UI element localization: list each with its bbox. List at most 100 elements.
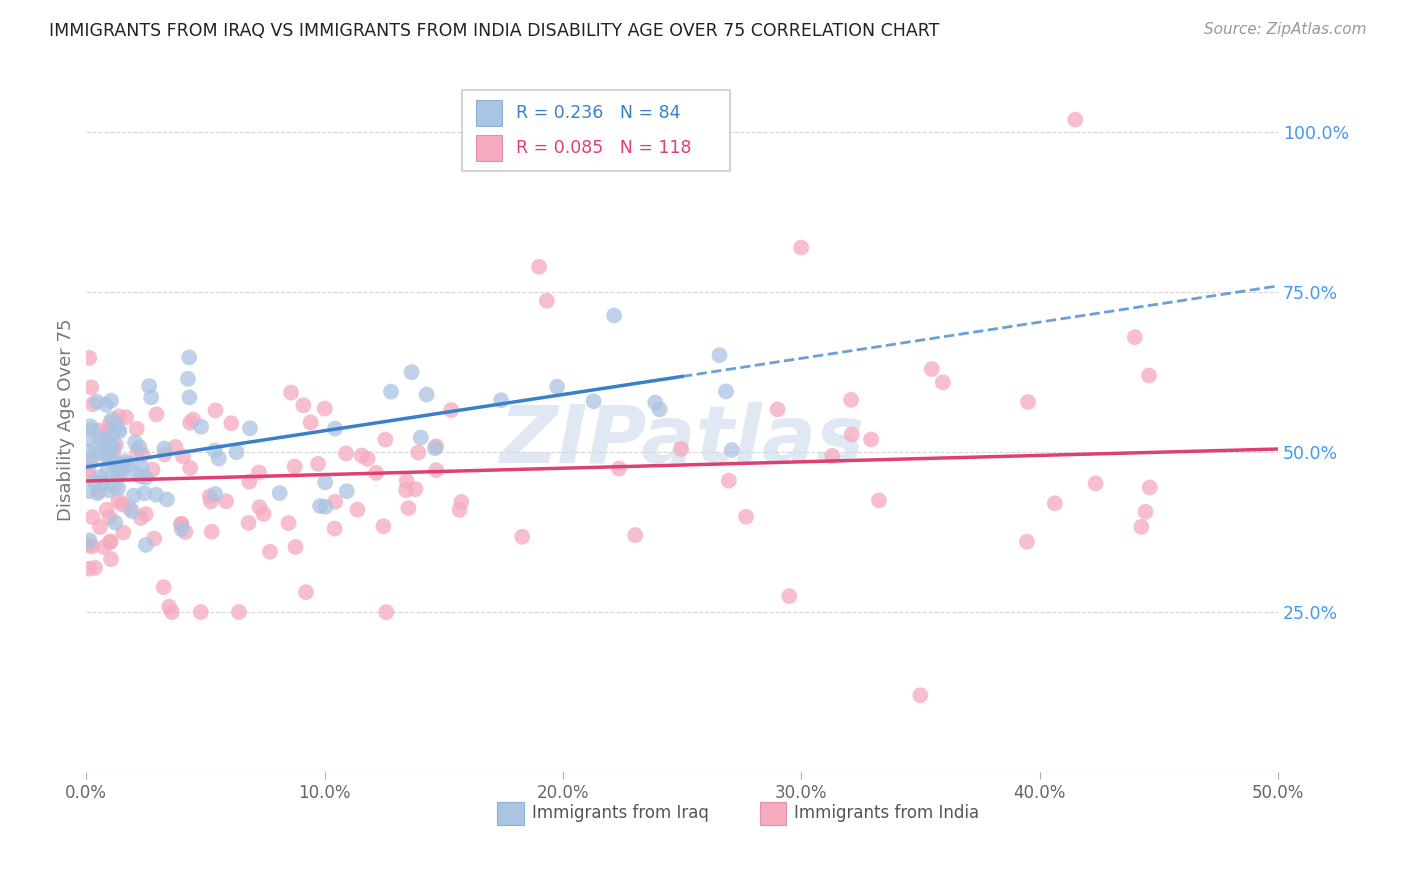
Point xyxy=(89,424,111,438)
Point xyxy=(127,443,149,458)
Point xyxy=(82,397,104,411)
Point xyxy=(200,494,222,508)
Point xyxy=(77,468,100,483)
Point xyxy=(98,450,121,465)
Point xyxy=(323,522,346,536)
Point xyxy=(228,605,250,619)
Point xyxy=(374,433,396,447)
Point xyxy=(284,459,307,474)
Point xyxy=(1043,496,1066,510)
Point xyxy=(406,445,429,459)
Point xyxy=(104,438,127,452)
Point xyxy=(170,516,193,531)
Point xyxy=(98,483,121,498)
Point xyxy=(118,501,141,516)
Point xyxy=(440,403,463,417)
Point xyxy=(790,241,813,255)
Point xyxy=(323,421,346,435)
Point xyxy=(669,442,692,456)
Point xyxy=(79,533,101,548)
Point xyxy=(259,545,281,559)
Point xyxy=(314,475,336,490)
Point xyxy=(536,293,558,308)
Point xyxy=(1130,520,1153,534)
Point xyxy=(107,423,129,437)
Point xyxy=(79,419,101,434)
Point xyxy=(89,431,111,445)
Point xyxy=(80,451,103,466)
Point xyxy=(323,494,346,508)
Point xyxy=(299,416,322,430)
Point xyxy=(98,510,121,524)
Point xyxy=(77,483,100,498)
Point xyxy=(100,552,122,566)
Point xyxy=(153,442,176,456)
Point xyxy=(395,483,418,498)
Point xyxy=(425,439,447,453)
Point xyxy=(156,492,179,507)
Point xyxy=(87,484,110,499)
Point xyxy=(129,469,152,483)
Point xyxy=(364,466,387,480)
Point xyxy=(415,387,437,401)
Point xyxy=(97,422,120,436)
Point xyxy=(111,467,134,481)
Point xyxy=(346,502,368,516)
Point xyxy=(152,580,174,594)
Point xyxy=(77,562,100,576)
Point xyxy=(1015,534,1038,549)
Point xyxy=(395,474,418,488)
Point xyxy=(77,538,100,552)
Text: R = 0.236   N = 84: R = 0.236 N = 84 xyxy=(516,104,681,122)
Point xyxy=(204,403,226,417)
Point xyxy=(103,445,125,459)
Point xyxy=(603,309,626,323)
Point xyxy=(82,423,104,437)
Point xyxy=(121,504,143,518)
Point xyxy=(284,540,307,554)
Point xyxy=(98,416,121,430)
Point xyxy=(450,495,472,509)
Point xyxy=(204,487,226,501)
Y-axis label: Disability Age Over 75: Disability Age Over 75 xyxy=(58,319,75,522)
Point xyxy=(101,412,124,426)
Point xyxy=(118,457,141,471)
Point xyxy=(108,425,131,439)
Point xyxy=(100,534,122,549)
Point xyxy=(292,398,315,412)
Point xyxy=(90,470,112,484)
Point xyxy=(721,443,744,458)
Point xyxy=(105,418,128,433)
Point xyxy=(201,524,224,539)
Point xyxy=(179,461,201,475)
Point xyxy=(100,393,122,408)
Point xyxy=(208,451,231,466)
Point xyxy=(307,457,329,471)
Point xyxy=(215,494,238,508)
Point xyxy=(648,402,671,417)
Point xyxy=(277,516,299,530)
Point xyxy=(97,438,120,452)
Text: Immigrants from India: Immigrants from India xyxy=(794,805,979,822)
Point xyxy=(709,348,731,362)
Point xyxy=(644,395,666,409)
Point xyxy=(98,436,121,450)
Point xyxy=(127,467,149,482)
Point xyxy=(1084,476,1107,491)
Point xyxy=(84,561,107,575)
Point xyxy=(170,517,193,532)
Point xyxy=(143,532,166,546)
Point xyxy=(510,530,533,544)
Point xyxy=(86,486,108,500)
Point xyxy=(145,408,167,422)
Point xyxy=(221,416,243,430)
Point xyxy=(89,520,111,534)
Point xyxy=(778,589,800,603)
Point xyxy=(112,525,135,540)
Point xyxy=(375,605,398,619)
Point xyxy=(624,528,647,542)
Point xyxy=(401,365,423,379)
Point xyxy=(103,479,125,493)
FancyBboxPatch shape xyxy=(475,100,502,126)
Point xyxy=(449,503,471,517)
